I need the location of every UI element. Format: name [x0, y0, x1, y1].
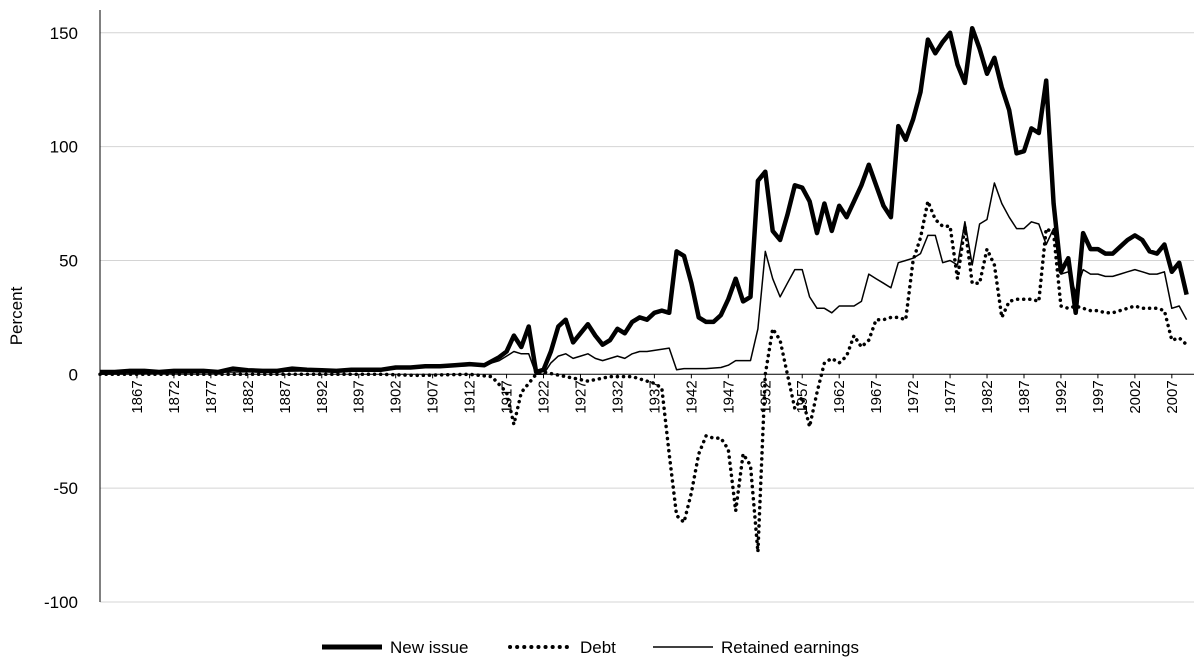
x-tick-label: 1887 [277, 380, 294, 413]
x-tick-label: 1987 [1016, 380, 1033, 413]
x-tick-label: 1962 [831, 380, 848, 413]
x-tick-label: 1872 [166, 380, 183, 413]
x-tick-label: 1977 [942, 380, 959, 413]
y-tick-label: 0 [69, 365, 78, 384]
legend-label-retained-earnings: Retained earnings [721, 638, 859, 657]
series-line-retained-earnings [99, 182, 1188, 376]
x-tick-label: 1912 [462, 380, 479, 413]
x-tick-labels: 1867 1872 1877 1882 1887 1892 1897 1902 1907 1912… [129, 380, 1181, 413]
x-tick-label: 1947 [720, 380, 737, 413]
series-layer [98, 25, 1189, 554]
x-tick-label: 1972 [905, 380, 922, 413]
y-tick-label: 50 [59, 251, 78, 270]
x-tick-label: 1992 [1053, 380, 1070, 413]
legend-item-retained-earnings: Retained earnings [653, 638, 859, 657]
x-tick-label: 1892 [314, 380, 331, 413]
x-tick-label: 1922 [536, 380, 553, 413]
x-tick-label: 1997 [1090, 380, 1107, 413]
x-tick-label: 1967 [868, 380, 885, 413]
y-tick-label: -100 [44, 593, 78, 612]
x-tick-label: 1957 [794, 380, 811, 413]
y-tick-label: 100 [50, 138, 78, 157]
legend-item-new-issue: New issue [322, 638, 468, 657]
x-tick-label: 2007 [1164, 380, 1181, 413]
legend-label-new-issue: New issue [390, 638, 468, 657]
legend: New issue Debt Retained earnings [322, 638, 859, 657]
y-tick-labels: -100 -50 0 50 100 150 [44, 24, 78, 612]
x-tick-label: 1897 [351, 380, 368, 413]
x-tick-label: 1942 [683, 380, 700, 413]
x-tick-label: 1877 [203, 380, 220, 413]
y-tick-label: 150 [50, 24, 78, 43]
x-tick-label: 1927 [572, 380, 589, 413]
y-axis-title: Percent [7, 286, 26, 345]
x-tick-label: 1937 [646, 380, 663, 413]
series-line-new-issue [100, 25, 1189, 375]
x-tick-label: 1982 [979, 380, 996, 413]
gridlines [100, 32, 1194, 603]
legend-item-debt: Debt [508, 638, 616, 657]
x-tick-label: 1932 [609, 380, 626, 413]
x-tick-label: 1867 [129, 380, 146, 413]
legend-label-debt: Debt [580, 638, 616, 657]
x-tick-label: 1902 [388, 380, 405, 413]
y-tick-label: -50 [53, 479, 78, 498]
x-tick-label: 1907 [425, 380, 442, 413]
x-tick-label: 1917 [499, 380, 516, 413]
x-tick-label: 2002 [1127, 380, 1144, 413]
x-tick-label: 1882 [240, 380, 257, 413]
